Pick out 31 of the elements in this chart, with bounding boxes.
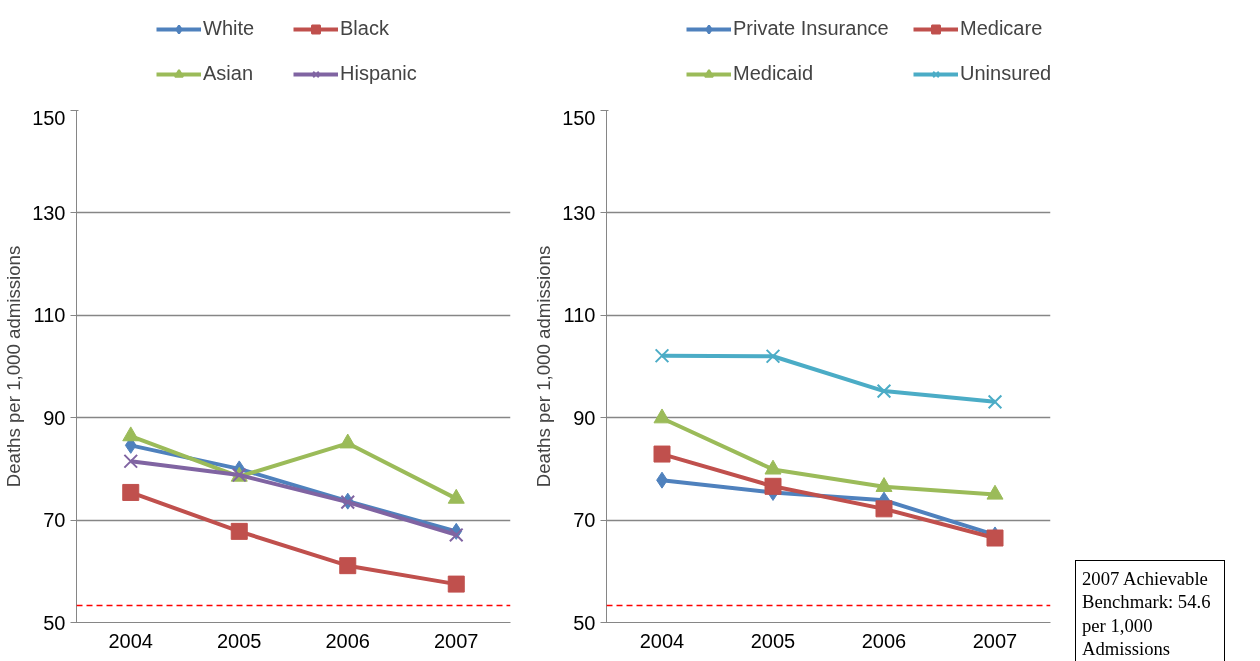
- legend-label: White: [203, 17, 256, 40]
- y-tick-label: 50: [43, 611, 66, 634]
- y-tick-label: 110: [563, 304, 596, 327]
- legend-label: Medicaid: [733, 62, 815, 85]
- y-tick-label: 50: [573, 611, 596, 634]
- y-tick-label: 70: [573, 509, 596, 532]
- y-tick-label: 150: [562, 106, 596, 129]
- x-tick-label: 2006: [861, 629, 907, 652]
- x-tick-label: 2005: [217, 629, 262, 652]
- x-tick-label: 2005: [750, 629, 796, 652]
- legend-label: Uninsured: [960, 62, 1051, 85]
- y-tick-label: 130: [562, 201, 596, 224]
- x-tick-label: 2007: [972, 629, 1018, 652]
- x-tick-label: 2004: [639, 629, 685, 652]
- y-axis-title: Deaths per 1,000 admissions: [533, 245, 555, 488]
- legend-label: Hispanic: [340, 62, 418, 85]
- x-tick-label: 2006: [325, 629, 370, 652]
- y-tick-label: 130: [32, 201, 66, 224]
- legend-label: Medicare: [960, 17, 1044, 40]
- y-tick-label: 90: [573, 406, 596, 429]
- y-tick-label: 90: [43, 406, 66, 429]
- legend-label: Black: [340, 17, 390, 40]
- x-tick-label: 2004: [108, 629, 153, 652]
- y-tick-label: 110: [33, 304, 66, 327]
- legend-label: Asian: [203, 62, 255, 85]
- y-tick-label: 150: [32, 106, 66, 129]
- y-axis-title: Deaths per 1,000 admissions: [3, 245, 25, 488]
- y-tick-label: 70: [43, 509, 66, 532]
- legend-label: Private Insurance: [733, 17, 890, 40]
- x-tick-label: 2007: [434, 629, 479, 652]
- text: 2007 Achievable Benchmark: 54.6 per 1,000 Admissions: [1082, 567, 1212, 661]
